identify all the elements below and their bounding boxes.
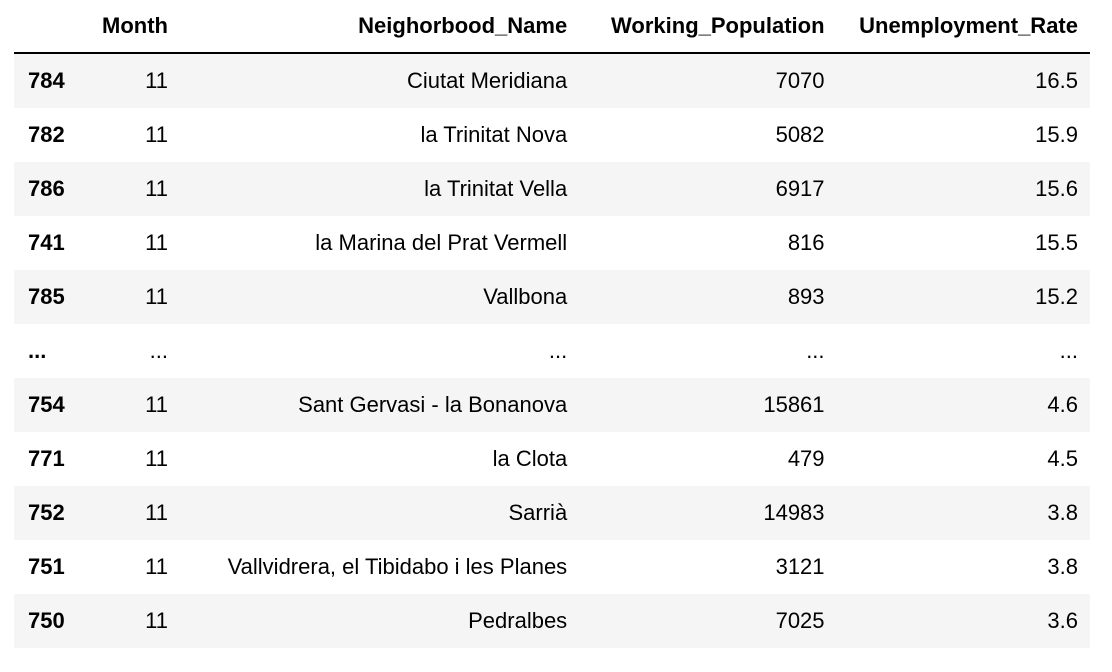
neighborhood-name-cell: la Clota <box>492 446 568 471</box>
unemployment-rate-cell: 15.9 <box>1035 122 1078 147</box>
unemployment-rate-cell: 3.8 <box>1047 554 1078 579</box>
row-index: 785 <box>28 284 65 309</box>
index-header <box>14 0 98 54</box>
dataframe-table: Month Neighorbood_Name Working_Populatio… <box>14 0 1090 648</box>
month-cell: 11 <box>145 284 168 309</box>
unemployment-rate-cell: 15.5 <box>1035 230 1078 255</box>
table-row: 751 11 Vallvidrera, el Tibidabo i les Plan… <box>14 540 1090 594</box>
unemployment-rate-cell: 3.6 <box>1047 608 1078 633</box>
month-cell: 11 <box>145 68 168 93</box>
row-index: 784 <box>28 68 65 93</box>
table-header: Month Neighorbood_Name Working_Populatio… <box>14 0 1090 54</box>
dataframe-output: Month Neighorbood_Name Working_Populatio… <box>14 0 1090 648</box>
table-row: 782 11 la Trinitat Nova 5082 15.9 <box>14 108 1090 162</box>
table-row: ............... <box>14 324 1090 378</box>
row-index: 786 <box>28 176 65 201</box>
neighborhood-name-cell: ... <box>548 338 568 363</box>
row-index: 741 <box>28 230 65 255</box>
row-index: 750 <box>28 608 65 633</box>
neighborhood-name-cell: Ciutat Meridiana <box>407 68 568 93</box>
working-population-cell: 5082 <box>775 122 825 147</box>
month-header: Month <box>97 0 168 54</box>
table-row: 741 11 la Marina del Prat Vermell 816 15.5 <box>14 216 1090 270</box>
neighborhood-name-cell: la Marina del Prat Vermell <box>315 230 568 255</box>
table-body: 784 11 Ciutat Meridiana 7070 16.5 782 11 la Tri… <box>14 53 1090 648</box>
month-cell: 11 <box>145 446 168 471</box>
working-population-header: Working_Population <box>567 0 825 54</box>
month-cell: 11 <box>145 230 168 255</box>
working-population-cell: 7025 <box>775 608 825 633</box>
table-row: 785 11 Vallbona 893 15.2 <box>14 270 1090 324</box>
working-population-cell: 6917 <box>775 176 825 201</box>
working-population-cell: 893 <box>787 284 825 309</box>
month-cell: 11 <box>145 554 168 579</box>
table-row: 752 11 Sarrià 14983 3.8 <box>14 486 1090 540</box>
month-cell: ... <box>149 338 168 363</box>
row-index: 771 <box>28 446 65 471</box>
header-row: Month Neighorbood_Name Working_Populatio… <box>14 0 1090 54</box>
neighborhood-name-cell: Sant Gervasi - la Bonanova <box>298 392 568 417</box>
unemployment-rate-cell: 3.8 <box>1047 500 1078 525</box>
table-row: 750 11 Pedralbes 7025 3.6 <box>14 594 1090 648</box>
working-population-cell: 14983 <box>763 500 825 525</box>
unemployment-rate-cell: ... <box>1059 338 1078 363</box>
working-population-cell: 479 <box>787 446 825 471</box>
unemployment-rate-cell: 15.2 <box>1035 284 1078 309</box>
table-row: 754 11 Sant Gervasi - la Bonanova 15861 4.6 <box>14 378 1090 432</box>
month-cell: 11 <box>145 392 168 417</box>
neighborhood-name-cell: la Trinitat Nova <box>420 122 568 147</box>
neighborhood-name-header: Neighorbood_Name <box>168 0 568 54</box>
row-index: 754 <box>28 392 65 417</box>
unemployment-rate-header: Unemployment_Rate <box>824 0 1090 54</box>
unemployment-rate-cell: 15.6 <box>1035 176 1078 201</box>
working-population-cell: 816 <box>787 230 825 255</box>
unemployment-rate-cell: 4.6 <box>1047 392 1078 417</box>
month-cell: 11 <box>145 122 168 147</box>
working-population-cell: ... <box>806 338 825 363</box>
working-population-cell: 3121 <box>775 554 825 579</box>
table-row: 784 11 Ciutat Meridiana 7070 16.5 <box>14 53 1090 108</box>
table-row: 771 11 la Clota 479 4.5 <box>14 432 1090 486</box>
neighborhood-name-cell: la Trinitat Vella <box>424 176 568 201</box>
neighborhood-name-cell: Vallbona <box>483 284 568 309</box>
neighborhood-name-cell: Vallvidrera, el Tibidabo i les Planes <box>227 554 568 579</box>
row-index: ... <box>28 338 47 363</box>
row-index: 751 <box>28 554 65 579</box>
working-population-cell: 15861 <box>763 392 825 417</box>
month-cell: 11 <box>145 608 168 633</box>
neighborhood-name-cell: Sarrià <box>508 500 568 525</box>
neighborhood-name-cell: Pedralbes <box>468 608 568 633</box>
unemployment-rate-cell: 4.5 <box>1047 446 1078 471</box>
row-index: 782 <box>28 122 65 147</box>
row-index: 752 <box>28 500 65 525</box>
unemployment-rate-cell: 16.5 <box>1035 68 1078 93</box>
month-cell: 11 <box>145 500 168 525</box>
month-cell: 11 <box>145 176 168 201</box>
table-row: 786 11 la Trinitat Vella 6917 15.6 <box>14 162 1090 216</box>
working-population-cell: 7070 <box>775 68 825 93</box>
